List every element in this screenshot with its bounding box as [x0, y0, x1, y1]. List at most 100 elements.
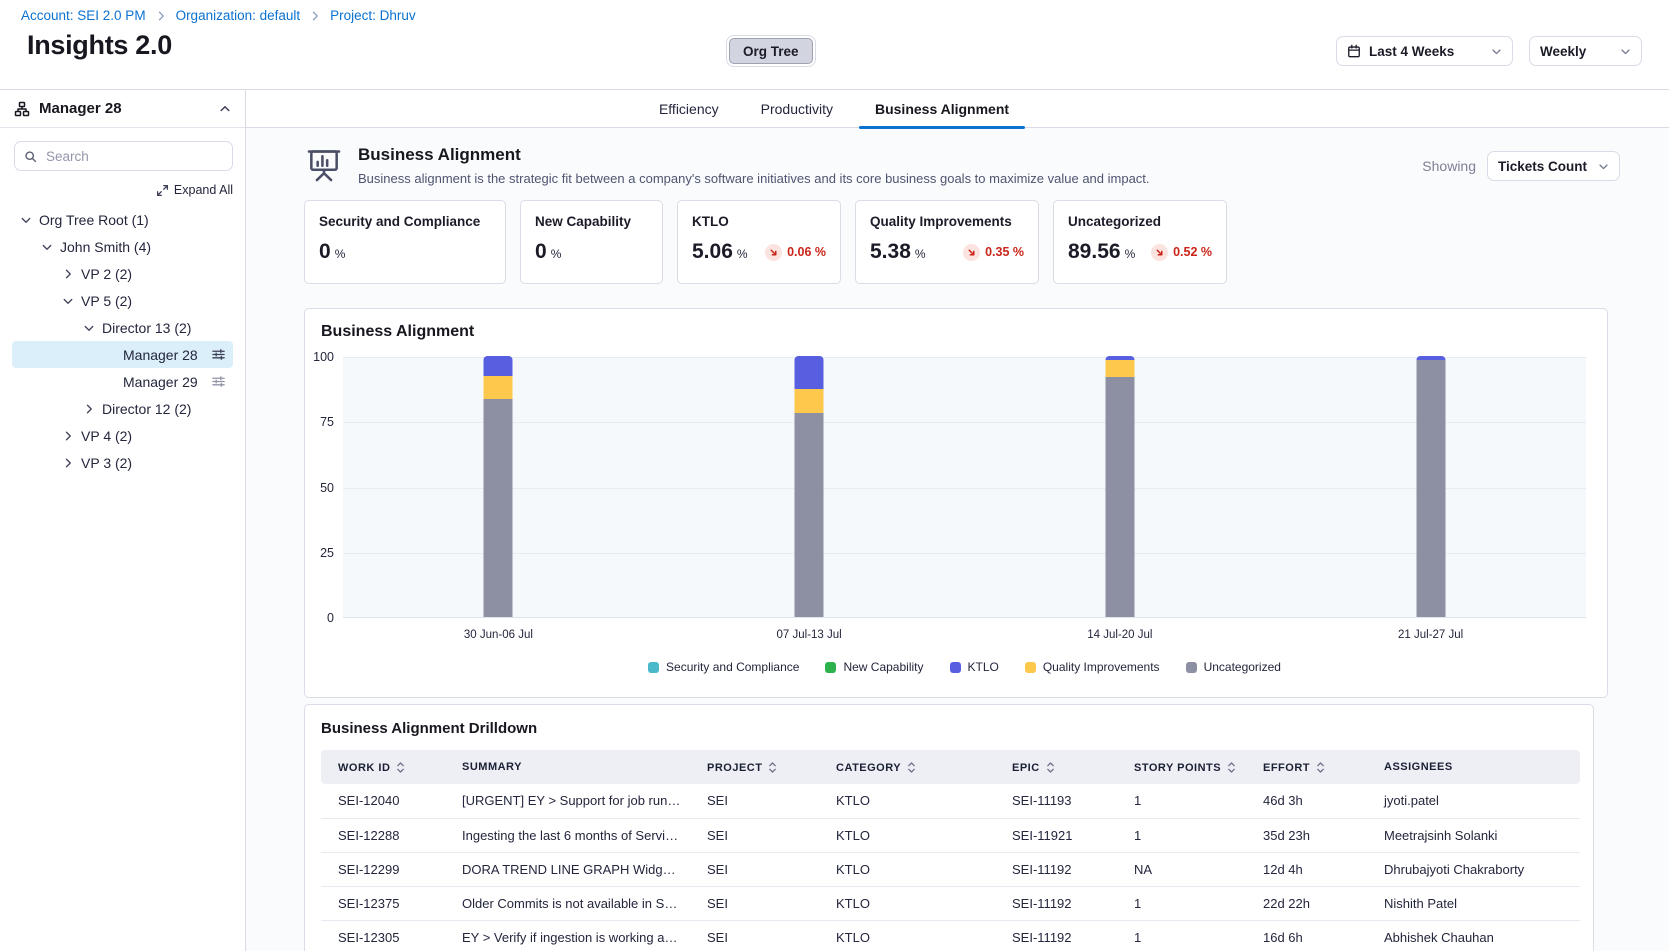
cell-project: SEI — [690, 920, 819, 951]
column-header-label: EPIC — [1012, 761, 1040, 774]
table-row[interactable]: SEI-12299 DORA TREND LINE GRAPH Widgets i… — [321, 852, 1580, 887]
showing-select[interactable]: Tickets Count — [1487, 151, 1620, 181]
legend-swatch — [825, 661, 837, 673]
cell-project: SEI — [690, 818, 819, 853]
search-input[interactable] — [44, 147, 223, 165]
bar-segment-ktlo — [794, 356, 824, 389]
y-axis-tick: 25 — [320, 545, 334, 560]
sliders-icon[interactable] — [211, 347, 226, 362]
legend-label: Uncategorized — [1203, 660, 1281, 674]
cell-assignees: jyoti.patel — [1367, 784, 1580, 819]
table-row[interactable]: SEI-12040 [URGENT] EY > Support for job r… — [321, 784, 1580, 819]
tree-item-manager-28[interactable]: Manager 28 — [12, 341, 233, 368]
cell-effort: 35d 23h — [1246, 818, 1367, 853]
legend-label: New Capability — [843, 660, 924, 674]
breadcrumb-separator-icon — [155, 10, 167, 22]
metric-card-security-and-compliance: Security and Compliance 0% — [304, 200, 506, 284]
bar-segment-uncategorized — [1416, 359, 1446, 617]
metric-card-unit: % — [334, 247, 346, 261]
tree-item-vp-2-2[interactable]: VP 2 (2) — [12, 260, 233, 287]
cell-effort: 46d 3h — [1246, 784, 1367, 819]
column-header-story-points[interactable]: STORY POINTS — [1117, 750, 1246, 784]
column-header-epic[interactable]: EPIC — [995, 750, 1117, 784]
legend-item-ktlo[interactable]: KTLO — [949, 660, 999, 674]
tree-item-vp-5-2[interactable]: VP 5 (2) — [12, 287, 233, 314]
tree-item-org-tree-root-1[interactable]: Org Tree Root (1) — [12, 206, 233, 233]
chart-bar[interactable] — [1105, 356, 1135, 617]
column-header-summary[interactable]: SUMMARY — [445, 750, 690, 784]
tabbar-tabs: Efficiency Productivity Business Alignment — [638, 90, 1030, 129]
metric-card-value: 0 — [319, 240, 331, 263]
cell-assignees: Meetrajsinh Solanki — [1367, 818, 1580, 853]
trend-down-icon — [1151, 243, 1169, 261]
cell-category: KTLO — [819, 920, 995, 951]
legend-swatch — [949, 661, 961, 673]
y-axis-tick: 0 — [327, 611, 334, 625]
column-header-label: PROJECT — [707, 761, 763, 774]
column-header-project[interactable]: PROJECT — [690, 750, 819, 784]
chevron-down-icon — [62, 295, 74, 307]
chart-plot-wrap: 0 25 50 75 100 30 Jun-06 Jul 07 Jul-13 Jul 14 J… — [313, 350, 1586, 641]
trend-down-icon — [765, 243, 783, 261]
column-header-category[interactable]: CATEGORY — [819, 750, 995, 784]
column-header-work-id[interactable]: WORK ID — [321, 750, 445, 784]
legend-item-uncategorized[interactable]: Uncategorized — [1185, 660, 1281, 674]
section-description: Business alignment is the strategic fit … — [358, 171, 1150, 186]
breadcrumb-item[interactable]: Organization: default — [175, 8, 301, 23]
cell-assignees: Abhishek Chauhan — [1367, 920, 1580, 951]
column-header-label: STORY POINTS — [1134, 761, 1222, 774]
tree-item-manager-29[interactable]: Manager 29 — [12, 368, 233, 395]
chevron-up-icon[interactable] — [219, 103, 231, 115]
gridline — [343, 487, 1586, 489]
search-box — [14, 141, 233, 171]
metric-card-title: New Capability — [535, 214, 632, 229]
tab-efficiency[interactable]: Efficiency — [658, 101, 719, 117]
cell-effort: 22d 22h — [1246, 886, 1367, 921]
metric-card-title: Security and Compliance — [319, 214, 481, 229]
breadcrumb-item[interactable]: Account: SEI 2.0 PM — [21, 8, 146, 23]
tree-item-vp-3-2[interactable]: VP 3 (2) — [12, 449, 233, 476]
drilldown-header-row: WORK ID SUMMARY PROJECT CATEGORY EPIC STORY P… — [321, 750, 1580, 784]
cell-work-id: SEI-12375 — [321, 886, 445, 921]
metric-card-new-capability: New Capability 0% — [520, 200, 663, 284]
tab-business-alignment[interactable]: Business Alignment — [854, 90, 1030, 129]
org-tree: Org Tree Root (1) John Smith (4) VP 2 (2) V… — [0, 206, 245, 476]
chart-bar[interactable] — [794, 356, 824, 617]
metric-cards: Security and Compliance 0% New Capability 0… — [304, 200, 1620, 284]
tree-item-director-13-2[interactable]: Director 13 (2) — [12, 314, 233, 341]
tab-productivity[interactable]: Productivity — [760, 101, 833, 117]
tree-item-vp-4-2[interactable]: VP 4 (2) — [12, 422, 233, 449]
x-axis-label: 14 Jul-20 Jul — [1087, 629, 1153, 641]
sidebar: Manager 28 Expand All Org Tree Root (1) J… — [0, 90, 246, 951]
tree-item-director-12-2[interactable]: Director 12 (2) — [12, 395, 233, 422]
granularity-select[interactable]: Weekly — [1529, 36, 1642, 66]
column-header-label: EFFORT — [1263, 761, 1310, 774]
legend-item-quality-improvements[interactable]: Quality Improvements — [1024, 660, 1160, 674]
expand-all-button[interactable]: Expand All — [0, 183, 233, 197]
org-tree-button[interactable]: Org Tree — [729, 38, 813, 64]
cell-epic: SEI-11192 — [995, 852, 1117, 887]
legend-item-new-capability[interactable]: New Capability — [825, 660, 924, 674]
bar-segment-quality-improvements — [1105, 359, 1135, 377]
metric-card-title: Quality Improvements — [870, 214, 1012, 229]
chart-bar[interactable] — [483, 356, 513, 617]
tree-item-john-smith-4[interactable]: John Smith (4) — [12, 233, 233, 260]
legend-item-security-and-compliance[interactable]: Security and Compliance — [648, 660, 799, 674]
chart-bar[interactable] — [1416, 356, 1446, 617]
column-header-effort[interactable]: EFFORT — [1246, 750, 1367, 784]
column-header-assignees[interactable]: ASSIGNEES — [1367, 750, 1580, 784]
date-range-select[interactable]: Last 4 Weeks — [1336, 36, 1513, 66]
metric-card-value: 89.56 — [1068, 240, 1121, 263]
cell-summary: [URGENT] EY > Support for job run par... — [445, 784, 690, 819]
sliders-icon[interactable] — [211, 374, 226, 389]
y-axis-tick: 50 — [320, 480, 334, 495]
breadcrumb-item[interactable]: Project: Dhruv — [330, 8, 416, 23]
metric-card-delta-value: 0.52 % — [1173, 245, 1212, 259]
presentation-chart-icon — [304, 146, 344, 184]
cell-project: SEI — [690, 886, 819, 921]
table-row[interactable]: SEI-12288 Ingesting the last 6 months of … — [321, 818, 1580, 853]
table-row[interactable]: SEI-12375 Older Commits is not available … — [321, 886, 1580, 921]
cell-category: KTLO — [819, 818, 995, 853]
table-row[interactable]: SEI-12305 EY > Verify if ingestion is wor… — [321, 920, 1580, 951]
